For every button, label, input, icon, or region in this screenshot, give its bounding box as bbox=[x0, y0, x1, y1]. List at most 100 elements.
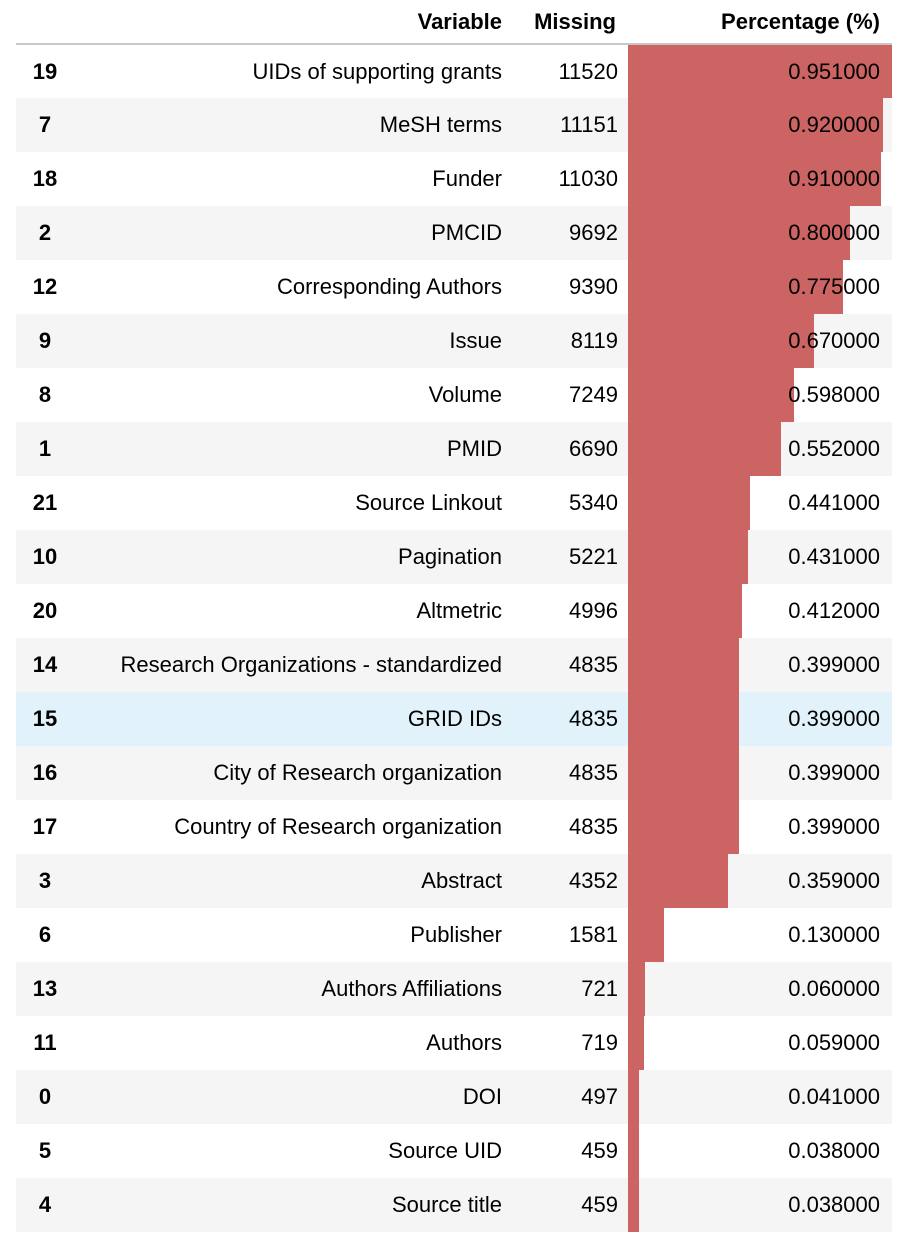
percentage-bar bbox=[628, 1070, 639, 1124]
table-row: 8 Volume 7249 0.598000 bbox=[16, 368, 892, 422]
percentage-bar bbox=[628, 368, 794, 422]
percentage-bar bbox=[628, 1016, 644, 1070]
cell-variable: Issue bbox=[449, 328, 502, 353]
missing-values-table: Variable Missing Percentage (%) 19 UIDs o… bbox=[16, 0, 892, 1232]
cell-variable: DOI bbox=[462, 1084, 502, 1109]
percentage-bar bbox=[628, 638, 739, 692]
row-index: 19 bbox=[32, 58, 58, 84]
percentage-bar bbox=[628, 908, 664, 962]
row-index: 11 bbox=[33, 1030, 57, 1055]
cell-variable: Funder bbox=[432, 166, 502, 191]
cell-percentage: 0.060000 bbox=[628, 962, 892, 1016]
cell-missing: 1581 bbox=[569, 922, 618, 947]
row-index: 14 bbox=[32, 652, 58, 677]
cell-missing: 4835 bbox=[569, 760, 618, 785]
cell-missing: 5221 bbox=[569, 544, 618, 569]
table-header: Variable Missing Percentage (%) bbox=[16, 0, 892, 45]
cell-variable: UIDs of supporting grants bbox=[252, 58, 502, 84]
table-row: 19 UIDs of supporting grants 11520 0.951000 bbox=[16, 44, 892, 98]
cell-percentage: 0.038000 bbox=[628, 1124, 892, 1178]
cell-missing: 9692 bbox=[569, 220, 618, 245]
cell-variable: Volume bbox=[428, 382, 502, 407]
table-row: 11 Authors 719 0.059000 bbox=[16, 1016, 892, 1070]
cell-percentage: 0.359000 bbox=[628, 854, 892, 908]
table-row: 13 Authors Affiliations 721 0.060000 bbox=[16, 962, 892, 1016]
cell-variable: Altmetric bbox=[416, 598, 502, 623]
percentage-value: 0.441000 bbox=[788, 490, 880, 515]
cell-missing: 7249 bbox=[569, 382, 618, 407]
cell-percentage: 0.130000 bbox=[628, 908, 892, 962]
cell-percentage: 0.552000 bbox=[628, 422, 892, 476]
cell-variable: Publisher bbox=[410, 922, 502, 947]
table-row: 10 Pagination 5221 0.431000 bbox=[16, 530, 892, 584]
row-index: 7 bbox=[38, 112, 52, 137]
table-row: 14 Research Organizations - standardized 4… bbox=[16, 638, 892, 692]
row-index: 0 bbox=[38, 1084, 52, 1109]
table-body: 19 UIDs of supporting grants 11520 0.951000… bbox=[16, 44, 892, 1232]
cell-missing: 719 bbox=[581, 1030, 618, 1055]
cell-percentage: 0.441000 bbox=[628, 476, 892, 530]
percentage-value: 0.399000 bbox=[788, 814, 880, 839]
cell-variable: Abstract bbox=[421, 868, 502, 893]
cell-percentage: 0.399000 bbox=[628, 800, 892, 854]
cell-missing: 721 bbox=[581, 976, 618, 1001]
percentage-value: 0.130000 bbox=[788, 922, 880, 947]
cell-variable: PMID bbox=[447, 436, 502, 461]
cell-percentage: 0.059000 bbox=[628, 1016, 892, 1070]
row-index: 13 bbox=[32, 976, 58, 1001]
cell-percentage: 0.399000 bbox=[628, 746, 892, 800]
percentage-value: 0.920000 bbox=[788, 112, 880, 137]
row-index: 20 bbox=[32, 598, 58, 623]
percentage-value: 0.775000 bbox=[788, 274, 880, 299]
cell-variable: MeSH terms bbox=[379, 112, 502, 137]
cell-missing: 459 bbox=[581, 1138, 618, 1163]
percentage-value: 0.359000 bbox=[788, 868, 880, 893]
percentage-bar bbox=[628, 692, 739, 746]
cell-missing: 4352 bbox=[569, 868, 618, 893]
cell-variable: Pagination bbox=[398, 544, 502, 569]
cell-percentage: 0.399000 bbox=[628, 692, 892, 746]
header-row: Variable Missing Percentage (%) bbox=[16, 0, 892, 45]
cell-percentage: 0.399000 bbox=[628, 638, 892, 692]
percentage-bar bbox=[628, 314, 814, 368]
cell-percentage: 0.775000 bbox=[628, 260, 892, 314]
cell-percentage: 0.670000 bbox=[628, 314, 892, 368]
percentage-bar bbox=[628, 45, 892, 98]
cell-missing: 459 bbox=[581, 1192, 618, 1217]
percentage-bar bbox=[628, 800, 739, 854]
percentage-value: 0.431000 bbox=[788, 544, 880, 569]
table-row: 3 Abstract 4352 0.359000 bbox=[16, 854, 892, 908]
cell-percentage: 0.920000 bbox=[628, 98, 892, 152]
table-row: 20 Altmetric 4996 0.412000 bbox=[16, 584, 892, 638]
cell-variable: Research Organizations - standardized bbox=[120, 652, 502, 677]
percentage-value: 0.910000 bbox=[788, 166, 880, 191]
percentage-bar bbox=[628, 476, 750, 530]
table-row: 4 Source title 459 0.038000 bbox=[16, 1178, 892, 1232]
cell-variable: Source title bbox=[391, 1192, 502, 1217]
percentage-value: 0.670000 bbox=[788, 328, 880, 353]
row-index: 16 bbox=[32, 760, 58, 785]
percentage-value: 0.951000 bbox=[788, 58, 880, 84]
table-row: 16 City of Research organization 4835 0.399… bbox=[16, 746, 892, 800]
table-row: 9 Issue 8119 0.670000 bbox=[16, 314, 892, 368]
cell-percentage: 0.951000 bbox=[628, 44, 892, 98]
row-index: 2 bbox=[38, 220, 52, 245]
table-row: 7 MeSH terms 11151 0.920000 bbox=[16, 98, 892, 152]
table-row: 12 Corresponding Authors 9390 0.775000 bbox=[16, 260, 892, 314]
cell-percentage: 0.412000 bbox=[628, 584, 892, 638]
percentage-value: 0.060000 bbox=[788, 976, 880, 1001]
header-missing: Missing bbox=[514, 0, 628, 45]
percentage-bar bbox=[628, 584, 742, 638]
cell-percentage: 0.041000 bbox=[628, 1070, 892, 1124]
percentage-value: 0.800000 bbox=[788, 220, 880, 245]
row-index: 17 bbox=[32, 814, 58, 839]
percentage-bar bbox=[628, 260, 843, 314]
percentage-value: 0.399000 bbox=[788, 760, 880, 785]
cell-variable: Corresponding Authors bbox=[276, 274, 502, 299]
percentage-value: 0.041000 bbox=[788, 1084, 880, 1109]
row-index: 12 bbox=[32, 274, 58, 299]
dataframe-output: Variable Missing Percentage (%) 19 UIDs o… bbox=[16, 0, 892, 1232]
cell-variable: Authors Affiliations bbox=[321, 976, 502, 1001]
cell-missing: 4835 bbox=[569, 706, 618, 731]
row-index: 15 bbox=[32, 706, 58, 731]
